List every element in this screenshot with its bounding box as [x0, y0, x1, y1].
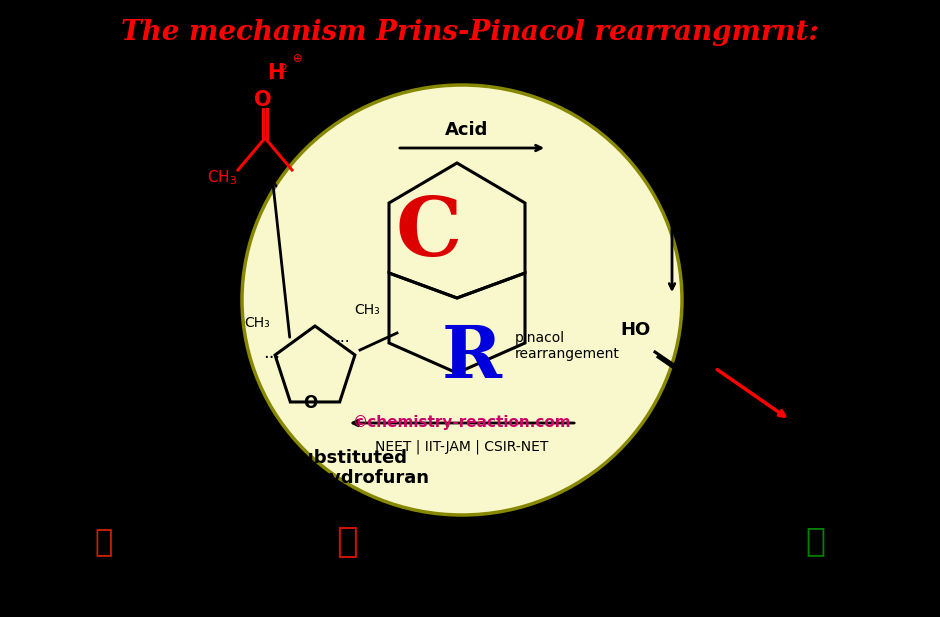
- Text: $\oplus$: $\oplus$: [690, 110, 704, 125]
- Text: 💬: 💬: [805, 524, 825, 558]
- Text: CH$_3$: CH$_3$: [207, 168, 237, 188]
- Text: Substituted
tetrahydrofuran: Substituted tetrahydrofuran: [267, 449, 430, 487]
- Text: HO: HO: [585, 96, 615, 114]
- Text: R: R: [442, 323, 502, 394]
- Text: The mechanism Prins-Pinacol rearrangmrnt:: The mechanism Prins-Pinacol rearrangmrnt…: [121, 20, 819, 46]
- Text: 🖥: 🖥: [95, 529, 113, 558]
- Text: pinacol
rearrangement: pinacol rearrangement: [515, 331, 619, 361]
- Text: ©chemistry-reaction.com: ©chemistry-reaction.com: [352, 415, 572, 429]
- Text: H: H: [267, 63, 285, 83]
- Text: Acid: Acid: [446, 121, 489, 139]
- Text: O: O: [674, 119, 690, 137]
- Text: ...: ...: [263, 344, 281, 362]
- Text: HO: HO: [619, 321, 650, 339]
- Text: NEET | IIT-JAM | CSIR-NET: NEET | IIT-JAM | CSIR-NET: [375, 440, 549, 454]
- Text: O: O: [303, 394, 317, 412]
- Text: CH₃: CH₃: [244, 316, 270, 330]
- Text: O: O: [254, 90, 272, 110]
- Text: CH₃: CH₃: [354, 303, 380, 317]
- Ellipse shape: [242, 85, 682, 515]
- Text: 🐦: 🐦: [337, 525, 358, 559]
- Text: 📷: 📷: [567, 523, 587, 557]
- Text: $_2$: $_2$: [280, 60, 288, 75]
- Text: $^{\oplus}$: $^{\oplus}$: [292, 54, 303, 72]
- Text: C: C: [396, 193, 462, 273]
- Text: ...: ...: [336, 331, 351, 346]
